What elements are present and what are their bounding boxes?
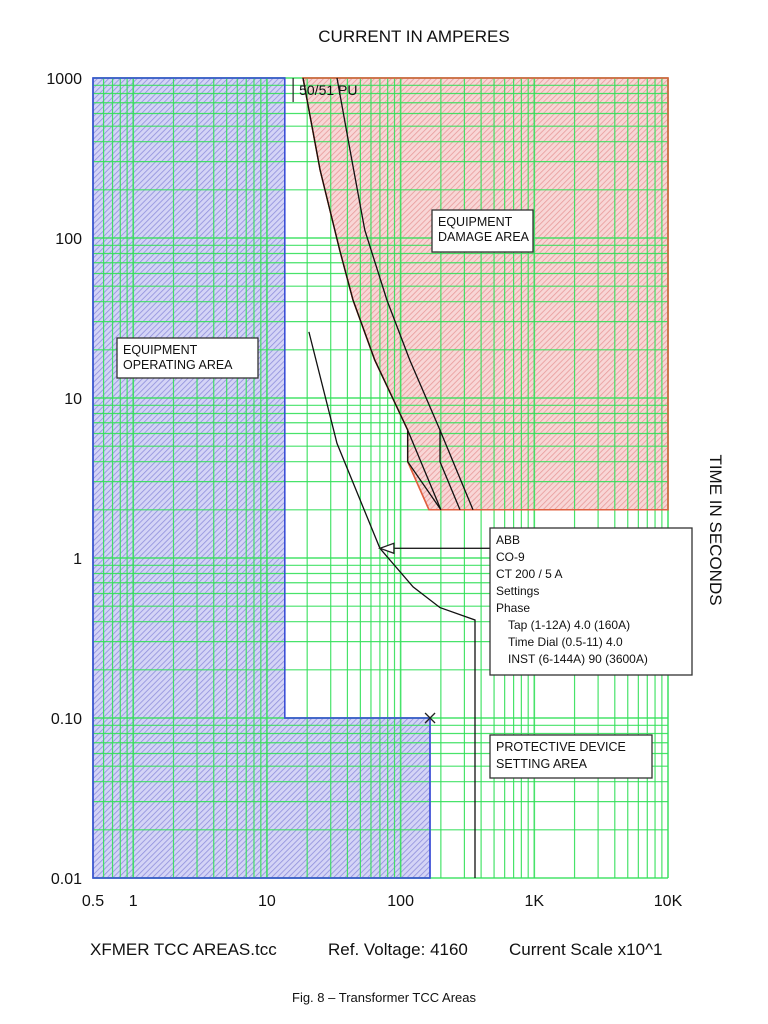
relay-callout-text: Settings: [496, 584, 539, 598]
y-axis-label: TIME IN SECONDS: [706, 454, 725, 605]
y-tick-label: 10: [64, 391, 82, 408]
relay-callout-text: Time Dial (0.5-11) 4.0: [508, 635, 623, 649]
relay-callout-text: CO-9: [496, 550, 525, 564]
relay-callout-text: INST (6-144A) 90 (3600A): [508, 652, 648, 666]
footer-file: XFMER TCC AREAS.tcc: [90, 940, 277, 959]
x-tick-label: 10: [258, 893, 276, 910]
x-tick-label: 100: [387, 893, 414, 910]
damage-curve-2b: [439, 430, 461, 511]
y-tick-label: 1000: [46, 71, 82, 88]
callout-arrow-icon: [377, 542, 395, 555]
relay-callout-text: ABB: [496, 533, 520, 547]
relay-callout-box: [489, 527, 693, 676]
x-tick-label: 1: [129, 893, 138, 910]
damage-curve-1b: [407, 430, 442, 511]
damage-label-text: DAMAGE AREA: [438, 230, 530, 244]
y-tick-label: 100: [55, 231, 82, 248]
protective-label-text: PROTECTIVE DEVICE: [496, 740, 626, 754]
x-tick-label: 0.5: [82, 893, 104, 910]
relay-callout-text: Tap (1-12A) 4.0 (160A): [508, 618, 630, 632]
figure-caption: Fig. 8 – Transformer TCC Areas: [292, 990, 476, 1005]
footer-ref-voltage: Ref. Voltage: 4160: [328, 940, 468, 959]
x-tick-label: 1K: [525, 893, 545, 910]
relay-callout-text: CT 200 / 5 A: [496, 567, 563, 581]
y-tick-label: 1: [73, 551, 82, 568]
x-mark-icon: [424, 712, 436, 724]
operating-label-text: OPERATING AREA: [123, 358, 233, 372]
y-tick-label: 0.10: [51, 711, 82, 728]
operating-label-text: EQUIPMENT: [123, 343, 198, 357]
operating-label-box: [116, 337, 259, 379]
x-tick-label: 10K: [654, 893, 683, 910]
damage-label-box: [431, 209, 534, 253]
damage-label-text: EQUIPMENT: [438, 215, 513, 229]
damage-area: [302, 77, 669, 511]
pickup-label: 50/51 PU: [299, 82, 357, 98]
protective-label-text: SETTING AREA: [496, 757, 588, 771]
relay-curve: [308, 331, 476, 878]
footer-scale: Current Scale x10^1: [509, 940, 663, 959]
chart-title: CURRENT IN AMPERES: [318, 27, 509, 46]
relay-callout-text: Phase: [496, 601, 530, 615]
protective-label-box: [489, 734, 653, 779]
y-tick-label: 0.01: [51, 871, 82, 888]
